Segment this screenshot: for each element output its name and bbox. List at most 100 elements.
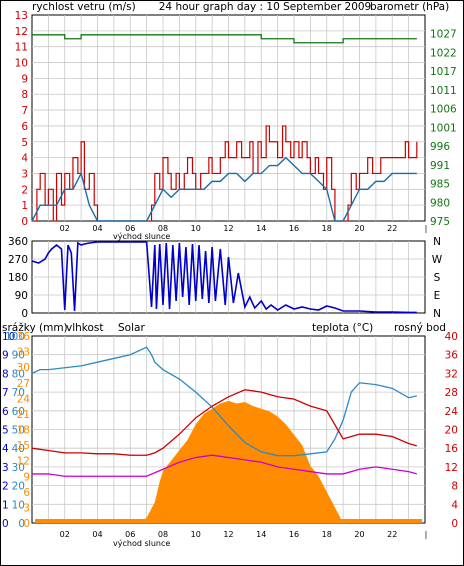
- humidity-tick-label: 80: [12, 368, 25, 380]
- legend-temperature: teplota (°C): [312, 322, 373, 334]
- baro-tick-label: 975: [430, 216, 450, 228]
- solar-tick-label: 0: [23, 518, 30, 530]
- baro-tick-label: 985: [430, 179, 450, 191]
- x-tick-label: 16: [289, 224, 299, 233]
- x-tick-label: 14: [256, 530, 266, 539]
- x-tick-label: 08: [158, 530, 168, 539]
- x-tick-label: 16: [289, 530, 299, 539]
- compass-tick-label: W: [432, 254, 443, 266]
- wind-tick-label: 8: [21, 89, 28, 101]
- temperature-tick-label: 28: [445, 387, 458, 399]
- wind-average-line: [31, 156, 417, 222]
- humidity-tick-label: 0: [18, 518, 25, 530]
- baro-tick-label: 991: [430, 160, 450, 172]
- legend-solar: Solar: [118, 322, 145, 334]
- temperature-tick-label: 12: [445, 462, 458, 474]
- x-tick-label: 08: [158, 224, 168, 233]
- x-tick-end: |: [425, 530, 428, 539]
- dir-tick-label: 360: [8, 236, 28, 248]
- x-tick-label: 18: [322, 530, 332, 539]
- solar-tick-label: 27: [17, 378, 30, 390]
- wind-tick-label: 11: [15, 42, 28, 54]
- x-tick-label: 10: [191, 530, 201, 539]
- x-tick-label: 20: [354, 530, 364, 539]
- solar-tick-label: 3: [23, 502, 30, 514]
- baro-tick-label: 1022: [430, 47, 457, 59]
- wind-tick-label: 3: [21, 168, 28, 180]
- baro-tick-label: 1006: [430, 104, 457, 116]
- temperature-line: [31, 389, 417, 456]
- wind-tick-label: 0: [21, 216, 28, 228]
- header-title: 24 hour graph day : 10 September 2009: [159, 1, 371, 13]
- compass-tick-label: E: [434, 290, 441, 302]
- baro-tick-label: 980: [430, 197, 450, 209]
- wind-tick-label: 2: [21, 184, 28, 196]
- baro-tick-label: 1001: [430, 122, 457, 134]
- x-tick-label: 22: [387, 530, 397, 539]
- legend-dewpoint: rosný bod: [394, 322, 446, 334]
- climate-panel: 0123456789100102030405060708090100036912…: [2, 331, 458, 539]
- wind-direction-line: [31, 241, 417, 314]
- solar-tick-label: 21: [17, 409, 30, 421]
- compass-tick-label: N: [433, 308, 441, 320]
- x-tick-label: 12: [223, 530, 233, 539]
- x-tick-label: 02: [60, 530, 70, 539]
- wind-tick-label: 6: [21, 121, 28, 133]
- solar-tick-label: 24: [17, 393, 31, 405]
- dir-tick-label: 180: [8, 272, 28, 284]
- rain-tick-label: 9: [2, 350, 9, 362]
- rain-tick-label: 3: [2, 462, 9, 474]
- rain-tick-label: 8: [2, 368, 9, 380]
- sunrise-label-bottom: východ slunce: [113, 539, 170, 548]
- rain-tick-label: 0: [2, 518, 9, 530]
- wind-tick-label: 1: [21, 200, 28, 212]
- x-tick-label: 04: [92, 224, 102, 233]
- solar-area: [32, 400, 417, 523]
- sunrise-label-top: východ slunce: [113, 232, 170, 241]
- humidity-tick-label: 40: [12, 443, 25, 455]
- solar-tick-label: 12: [17, 456, 30, 468]
- x-tick-end: |: [425, 224, 428, 233]
- temperature-tick-label: 40: [445, 331, 458, 343]
- rain-tick-label: 7: [2, 387, 9, 399]
- rain-tick-label: 5: [2, 425, 9, 437]
- solar-baseline: [35, 519, 422, 523]
- humidity-tick-label: 90: [12, 350, 25, 362]
- header-wind-label: rychlost vetru (m/s): [32, 1, 136, 13]
- temperature-tick-label: 8: [451, 481, 458, 493]
- x-tick-label: 20: [354, 224, 364, 233]
- temperature-tick-label: 36: [445, 350, 459, 362]
- solar-tick-label: 33: [17, 347, 30, 359]
- compass-tick-label: N: [433, 236, 441, 248]
- humidity-tick-label: 20: [12, 481, 25, 493]
- humidity-tick-label: 30: [12, 462, 25, 474]
- wind-tick-label: 5: [21, 137, 28, 149]
- solar-tick-label: 6: [23, 487, 30, 499]
- baro-tick-label: 996: [430, 141, 450, 153]
- humidity-tick-label: 50: [12, 425, 25, 437]
- header-baro-label: barometr (hPa): [370, 1, 449, 13]
- rain-tick-label: 2: [2, 481, 9, 493]
- solar-tick-label: 36: [17, 331, 31, 343]
- wind-baro-panel: 0123456789101112139759809859919961001100…: [15, 10, 457, 233]
- temperature-tick-label: 20: [445, 425, 458, 437]
- x-tick-label: 06: [125, 530, 135, 539]
- temperature-tick-label: 4: [451, 499, 458, 511]
- dir-tick-label: 0: [21, 308, 28, 320]
- x-tick-label: 12: [223, 224, 233, 233]
- barometer-line: [32, 34, 417, 44]
- solar-tick-label: 15: [17, 440, 30, 452]
- dewpoint-line: [32, 454, 417, 477]
- x-tick-label: 22: [387, 224, 397, 233]
- humidity-tick-label: 60: [12, 406, 25, 418]
- x-tick-label: 06: [125, 224, 135, 233]
- baro-tick-label: 1027: [430, 29, 457, 41]
- legend-humidity: vlhkost: [66, 322, 104, 334]
- humidity-tick-label: 70: [12, 387, 25, 399]
- x-tick-label: 10: [191, 224, 201, 233]
- x-tick-label: 18: [322, 224, 332, 233]
- humidity-tick-label: 10: [12, 499, 25, 511]
- rain-tick-label: 6: [2, 406, 9, 418]
